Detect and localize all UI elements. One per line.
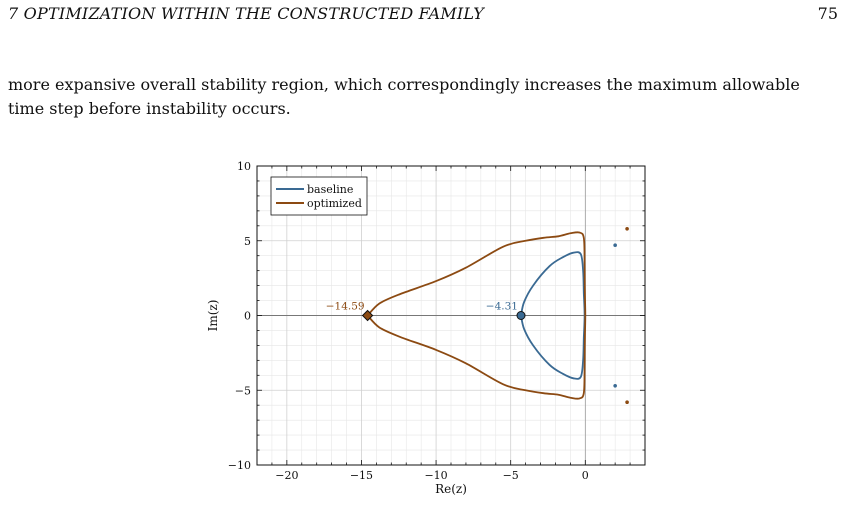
baseline-isolated-point — [613, 383, 617, 388]
y-tick-label: 5 — [244, 235, 251, 248]
legend-label-baseline: baseline — [307, 183, 353, 196]
legend-label-optimized: optimized — [307, 197, 362, 210]
paragraph-line: time step before instability occurs. — [8, 99, 291, 118]
x-axis-label: Re(z) — [435, 482, 467, 496]
optimized-marked-point-label: −14.59 — [326, 301, 365, 313]
x-tick-label: −5 — [503, 469, 519, 482]
y-tick-label: −5 — [235, 384, 251, 397]
y-tick-label: 10 — [237, 160, 251, 173]
paragraph-line: more expansive overall stability region,… — [8, 75, 800, 94]
body-paragraph: more expansive overall stability region,… — [8, 73, 838, 121]
x-tick-label: −15 — [350, 469, 373, 482]
x-tick-label: −20 — [275, 469, 298, 482]
y-axis-label: Im(z) — [206, 300, 220, 332]
optimized-boundary-curve — [366, 231, 587, 400]
x-tick-label: −10 — [424, 469, 447, 482]
x-tick-label: 0 — [582, 469, 589, 482]
baseline-marked-point-label: −4.31 — [486, 301, 518, 313]
y-tick-label: −10 — [228, 459, 251, 472]
optimized-marked-point — [361, 309, 374, 322]
legend-box — [270, 176, 368, 216]
page-header: 7 OPTIMIZATION WITHIN THE CONSTRUCTED FA… — [8, 4, 838, 26]
y-tick-label: 0 — [244, 310, 251, 323]
optimized-isolated-point — [625, 226, 629, 231]
baseline-isolated-point — [613, 243, 617, 248]
optimized-isolated-point — [625, 400, 629, 405]
section-title: 7 OPTIMIZATION WITHIN THE CONSTRUCTED FA… — [8, 4, 484, 23]
baseline-marked-point — [516, 311, 526, 320]
page-number: 75 — [817, 4, 838, 23]
